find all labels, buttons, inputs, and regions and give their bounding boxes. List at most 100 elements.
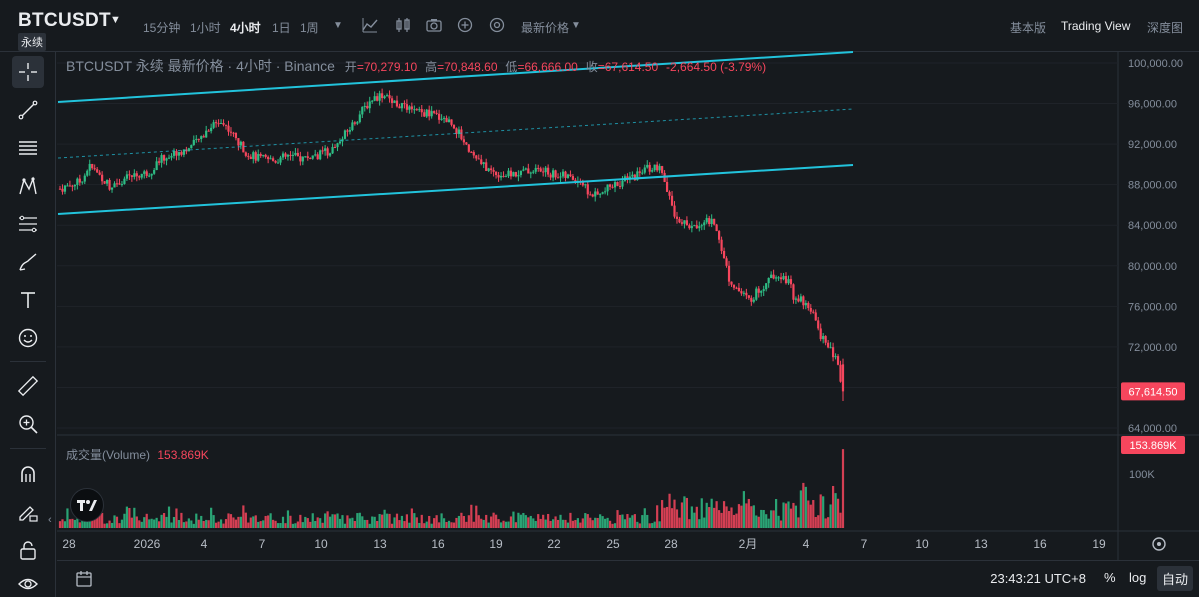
draw-mode-tool[interactable] bbox=[12, 496, 44, 528]
add-icon[interactable] bbox=[457, 17, 473, 33]
volume-bar bbox=[534, 520, 537, 528]
candle-body bbox=[398, 106, 401, 109]
volume-bar bbox=[537, 514, 540, 528]
candle-body bbox=[274, 160, 277, 163]
horizontal-lines-tool[interactable] bbox=[12, 132, 44, 164]
candle-body bbox=[445, 117, 448, 123]
candle-body bbox=[299, 156, 302, 162]
clock: 23:43:21 UTC+8 bbox=[990, 571, 1086, 586]
volume-bar bbox=[767, 518, 770, 528]
candle-body bbox=[455, 128, 458, 134]
candle-body bbox=[239, 141, 242, 146]
candle-body bbox=[784, 276, 788, 284]
timeframe-1d[interactable]: 1日 bbox=[272, 21, 291, 35]
volume-bar bbox=[623, 519, 627, 528]
candle-body bbox=[730, 281, 733, 285]
volume-bar bbox=[460, 512, 463, 528]
volume-bar bbox=[408, 522, 411, 528]
indicators-icon[interactable] bbox=[395, 17, 411, 33]
volume-bar bbox=[398, 520, 401, 528]
crosshair-tool[interactable] bbox=[12, 56, 44, 88]
price-tick-label: 64,000.00 bbox=[1128, 423, 1177, 435]
candle-body bbox=[685, 220, 688, 226]
camera-icon[interactable] bbox=[426, 17, 442, 33]
candle-body bbox=[232, 132, 235, 134]
candle-body bbox=[566, 174, 570, 178]
candle-body bbox=[774, 277, 778, 279]
candle-body bbox=[542, 171, 545, 173]
candle-body bbox=[475, 155, 478, 159]
candle-body bbox=[366, 105, 369, 109]
zoom-tool[interactable] bbox=[12, 408, 44, 440]
candle-body bbox=[351, 122, 354, 131]
pattern-tool[interactable] bbox=[12, 170, 44, 202]
measure-tool[interactable] bbox=[12, 370, 44, 402]
settings-icon[interactable] bbox=[489, 17, 505, 33]
candle-body bbox=[831, 347, 835, 358]
candle-body bbox=[690, 226, 693, 229]
candle-body bbox=[435, 112, 438, 114]
text-tool[interactable] bbox=[12, 284, 44, 316]
volume-bar bbox=[641, 515, 644, 528]
percent-scale-button[interactable]: % bbox=[1104, 570, 1116, 585]
timeframe-15m[interactable]: 15分钟 bbox=[143, 21, 181, 35]
timeframe-4h[interactable]: 4小时 bbox=[230, 21, 261, 35]
fib-tool[interactable] bbox=[12, 208, 44, 240]
candle-body bbox=[425, 109, 428, 117]
candle-body bbox=[202, 136, 205, 138]
visibility-tool[interactable] bbox=[12, 568, 44, 597]
lock-tool[interactable] bbox=[12, 534, 44, 566]
unlock-icon bbox=[20, 541, 36, 560]
price-type-dropdown[interactable]: 最新价格 bbox=[521, 21, 570, 35]
candle-body bbox=[259, 154, 262, 156]
volume-bar bbox=[799, 490, 802, 528]
candle-body bbox=[170, 155, 173, 158]
chevron-down-icon[interactable]: ▼ bbox=[110, 14, 121, 26]
candle-body bbox=[118, 183, 121, 185]
perpetual-badge: 永续 bbox=[18, 33, 46, 51]
candle-body bbox=[86, 170, 89, 176]
volume-bar bbox=[403, 521, 406, 528]
view-tab-basic[interactable]: 基本版 bbox=[1010, 21, 1047, 35]
volume-bar bbox=[271, 519, 275, 528]
candle-body bbox=[599, 193, 602, 195]
candle-body bbox=[120, 184, 124, 186]
chevron-down-icon[interactable]: ▼ bbox=[571, 20, 581, 31]
candle-body bbox=[561, 171, 565, 177]
candle-body bbox=[673, 205, 676, 217]
volume-bar bbox=[185, 521, 188, 528]
low-value: =66,666.00 bbox=[517, 60, 578, 74]
magnet-tool[interactable] bbox=[12, 458, 44, 490]
volume-bar bbox=[703, 517, 706, 528]
candle-body bbox=[400, 103, 404, 109]
collapse-toolbar-chevron-icon[interactable]: ‹ bbox=[48, 514, 52, 526]
auto-scale-button[interactable]: 自动 bbox=[1157, 566, 1194, 591]
candle-body bbox=[415, 109, 418, 111]
volume-bar bbox=[71, 518, 74, 528]
tradingview-logo[interactable] bbox=[70, 488, 104, 522]
symbol-selector[interactable]: BTCUSDT bbox=[18, 10, 111, 31]
candle-body bbox=[492, 170, 495, 172]
timeframe-more-chevron-icon[interactable]: ▼ bbox=[333, 20, 343, 31]
timeframe-1h[interactable]: 1小时 bbox=[190, 21, 221, 35]
volume-bar bbox=[195, 513, 198, 528]
volume-bar bbox=[138, 520, 141, 528]
time-tick-label: 10 bbox=[314, 537, 328, 551]
volume-bar bbox=[495, 514, 498, 528]
timeframe-1w[interactable]: 1周 bbox=[300, 21, 319, 35]
volume-bar bbox=[814, 516, 817, 528]
chart-type-icon[interactable] bbox=[362, 17, 378, 33]
candle-body bbox=[713, 218, 716, 225]
view-tab-tradingview[interactable]: Trading View bbox=[1061, 19, 1131, 33]
view-tab-depth[interactable]: 深度图 bbox=[1147, 21, 1184, 35]
emoji-tool[interactable] bbox=[12, 322, 44, 354]
volume-bar bbox=[715, 501, 718, 528]
date-range-icon[interactable] bbox=[75, 570, 93, 588]
candle-body bbox=[829, 347, 832, 349]
volume-bar bbox=[658, 521, 661, 528]
volume-bar bbox=[162, 513, 166, 528]
brush-tool[interactable] bbox=[12, 246, 44, 278]
trend-line-tool[interactable] bbox=[12, 94, 44, 126]
log-scale-button[interactable]: log bbox=[1129, 570, 1147, 585]
